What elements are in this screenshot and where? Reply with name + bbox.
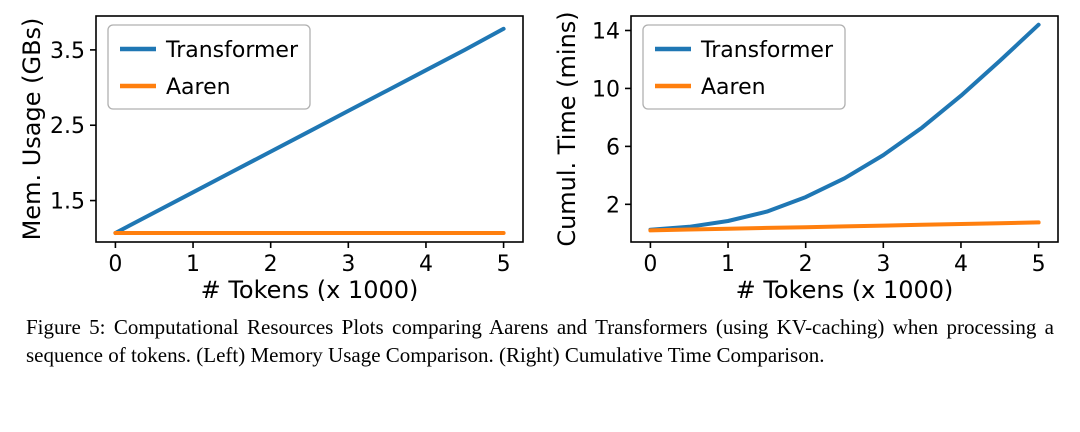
legend-box (642, 24, 846, 110)
x-tick-label: 3 (876, 252, 890, 277)
x-tick-label: 4 (954, 252, 968, 277)
x-axis-label: # Tokens (x 1000) (736, 276, 954, 304)
x-tick-label: 5 (1032, 252, 1046, 277)
x-tick-label: 1 (186, 252, 200, 277)
charts-row: 0 1 2 3 4 5 1.5 2.5 3.5 # Tokens (x 1000) Mem. Usa… (18, 6, 1068, 306)
x-tick-label: 1 (721, 252, 735, 277)
y-axis-ticks: 2 6 10 14 (592, 19, 631, 218)
x-axis-ticks: 0 1 2 3 4 5 (108, 242, 511, 277)
legend-label-transformer: Transformer (700, 38, 834, 63)
series-line-transformer (648, 22, 1041, 232)
memory-usage-chart: 0 1 2 3 4 5 1.5 2.5 3.5 # Tokens (x 1000) Mem. Usa… (18, 6, 533, 306)
legend-box (107, 24, 311, 110)
legend-label-aaren: Aaren (166, 75, 231, 100)
y-tick-label: 2.5 (50, 114, 85, 139)
cumulative-time-plot: 0 1 2 3 4 5 2 6 10 14 # Tokens (x 1000) Cumul. Time… (553, 11, 1059, 304)
legend-label-aaren: Aaren (701, 75, 766, 100)
figure-caption: Figure 5: Computational Resources Plots … (26, 315, 1054, 367)
y-tick-label: 1.5 (50, 190, 85, 215)
legend-label-transformer: Transformer (165, 38, 299, 63)
y-axis-label: Cumul. Time (mins) (553, 11, 581, 246)
y-tick-label: 14 (592, 19, 620, 44)
legend: Transformer Aaren (107, 24, 311, 110)
y-tick-label: 6 (606, 135, 620, 160)
x-tick-label: 0 (108, 252, 122, 277)
x-axis-label: # Tokens (x 1000) (201, 276, 419, 304)
x-axis-ticks: 0 1 2 3 4 5 (643, 242, 1046, 277)
x-tick-label: 5 (497, 252, 511, 277)
y-tick-label: 3.5 (50, 39, 85, 64)
x-tick-label: 0 (643, 252, 657, 277)
plot-frame (95, 15, 524, 243)
y-axis-ticks: 1.5 2.5 3.5 (50, 39, 96, 215)
legend: Transformer Aaren (642, 24, 846, 110)
x-tick-label: 4 (419, 252, 433, 277)
series-line-aaren (648, 220, 1041, 233)
plot-frame (630, 15, 1059, 243)
x-tick-label: 3 (341, 252, 355, 277)
memory-usage-plot: 0 1 2 3 4 5 1.5 2.5 3.5 # Tokens (x 1000) Mem. Usa… (18, 15, 524, 304)
y-tick-label: 2 (606, 193, 620, 218)
series-line-transformer (113, 26, 506, 235)
cumulative-time-chart: 0 1 2 3 4 5 2 6 10 14 # Tokens (x 1000) Cumul. Time… (553, 6, 1068, 306)
x-tick-label: 2 (799, 252, 813, 277)
y-axis-label: Mem. Usage (GBs) (18, 18, 46, 241)
y-tick-label: 10 (592, 77, 620, 102)
x-tick-label: 2 (264, 252, 278, 277)
